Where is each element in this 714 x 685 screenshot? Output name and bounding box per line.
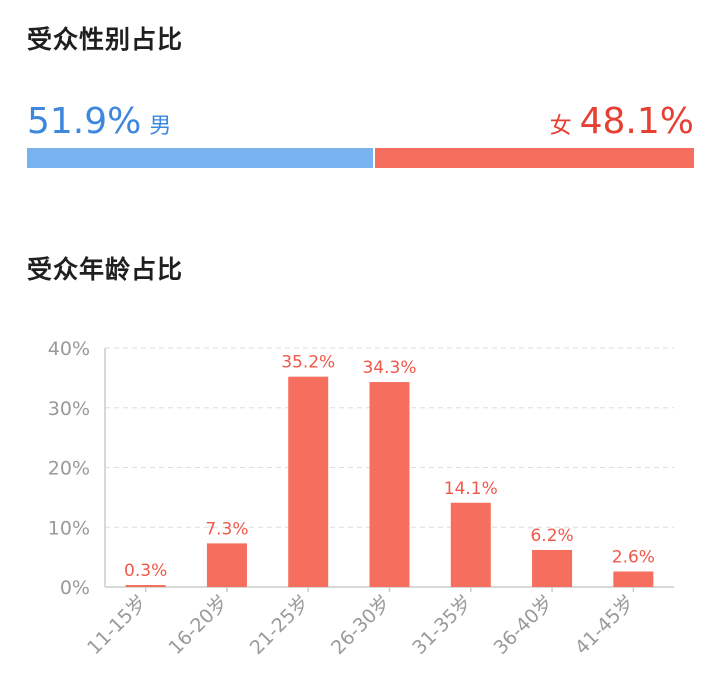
age-bar: [288, 376, 329, 587]
bar-value-label: 6.2%: [530, 526, 573, 546]
y-tick-label: 10%: [48, 517, 90, 539]
x-tick-label: 11-15岁: [83, 591, 151, 659]
x-tick-label: 16-20岁: [164, 591, 232, 659]
female-percentage: 48.1%: [579, 101, 694, 142]
bar-value-label: 34.3%: [362, 358, 416, 378]
age-bar: [206, 543, 247, 587]
age-bar: [613, 571, 654, 587]
gender-ratio-bar: [27, 148, 694, 168]
age-bar: [532, 549, 573, 587]
bar-value-label: 35.2%: [281, 353, 335, 373]
x-tick-label: 26-30岁: [327, 591, 395, 659]
bar-value-label: 7.3%: [205, 519, 248, 539]
gender-ratio-row: 51.9% 男 女 48.1%: [27, 100, 694, 148]
bar-value-label: 2.6%: [612, 547, 655, 567]
x-tick-label: 36-40岁: [490, 591, 558, 659]
female-label: 女: [549, 114, 572, 139]
male-percentage: 51.9%: [27, 101, 142, 142]
gender-section-title: 受众性别占比: [27, 25, 184, 54]
age-bar: [369, 382, 410, 587]
male-label: 男: [149, 114, 172, 139]
x-tick-label: 21-25岁: [246, 591, 314, 659]
y-tick-label: 40%: [48, 338, 90, 360]
x-tick-label: 31-35岁: [408, 591, 476, 659]
x-tick-label: 41-45岁: [571, 591, 639, 659]
age-bar-chart: 0% 10% 20% 30% 40% 0.3% 11-15岁 7.3% 16-20岁 35.2% 2…: [48, 338, 674, 659]
male-ratio: 51.9% 男: [27, 101, 179, 142]
ratio-bar-divider: [373, 148, 376, 168]
female-ratio: 女 48.1%: [542, 101, 694, 142]
bar-value-label: 14.1%: [444, 479, 498, 499]
y-tick-label: 20%: [48, 458, 90, 480]
female-ratio-bar: [375, 148, 694, 168]
y-tick-label: 30%: [48, 398, 90, 420]
age-bar: [125, 585, 166, 587]
bar-value-label: 0.3%: [124, 561, 167, 581]
age-bar: [450, 502, 491, 587]
male-ratio-bar: [27, 148, 374, 168]
y-tick-label: 0%: [60, 577, 90, 599]
age-section-title: 受众年龄占比: [27, 255, 184, 284]
